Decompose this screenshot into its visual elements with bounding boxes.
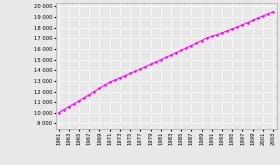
- Point: [194, 42, 199, 44]
- Point: [92, 90, 97, 93]
- Point: [261, 15, 265, 17]
- Point: [225, 30, 229, 32]
- Point: [266, 13, 270, 15]
- Point: [250, 19, 255, 22]
- Point: [108, 81, 112, 83]
- Point: [67, 105, 71, 108]
- Point: [256, 17, 260, 19]
- Point: [82, 97, 86, 99]
- Point: [72, 102, 76, 105]
- Point: [102, 84, 107, 87]
- Point: [204, 37, 209, 39]
- Point: [209, 35, 214, 38]
- Point: [230, 28, 234, 30]
- Point: [133, 70, 137, 73]
- Point: [179, 49, 183, 52]
- Point: [97, 87, 102, 90]
- Point: [240, 23, 245, 26]
- Point: [215, 33, 219, 36]
- Point: [148, 63, 153, 66]
- Point: [128, 72, 132, 75]
- Point: [87, 93, 92, 96]
- Point: [158, 58, 163, 61]
- Point: [245, 21, 250, 24]
- Point: [118, 77, 122, 79]
- Point: [153, 61, 158, 63]
- Point: [56, 111, 61, 114]
- Point: [271, 11, 275, 13]
- Point: [77, 99, 81, 102]
- Point: [138, 68, 143, 70]
- Point: [123, 74, 127, 77]
- Point: [174, 51, 178, 54]
- Point: [199, 39, 204, 42]
- Point: [220, 32, 224, 34]
- Point: [61, 108, 66, 111]
- Point: [113, 79, 117, 81]
- Point: [235, 26, 240, 28]
- Point: [189, 44, 193, 47]
- Point: [164, 56, 168, 59]
- Point: [143, 65, 148, 68]
- Point: [169, 54, 173, 56]
- Point: [184, 47, 188, 49]
